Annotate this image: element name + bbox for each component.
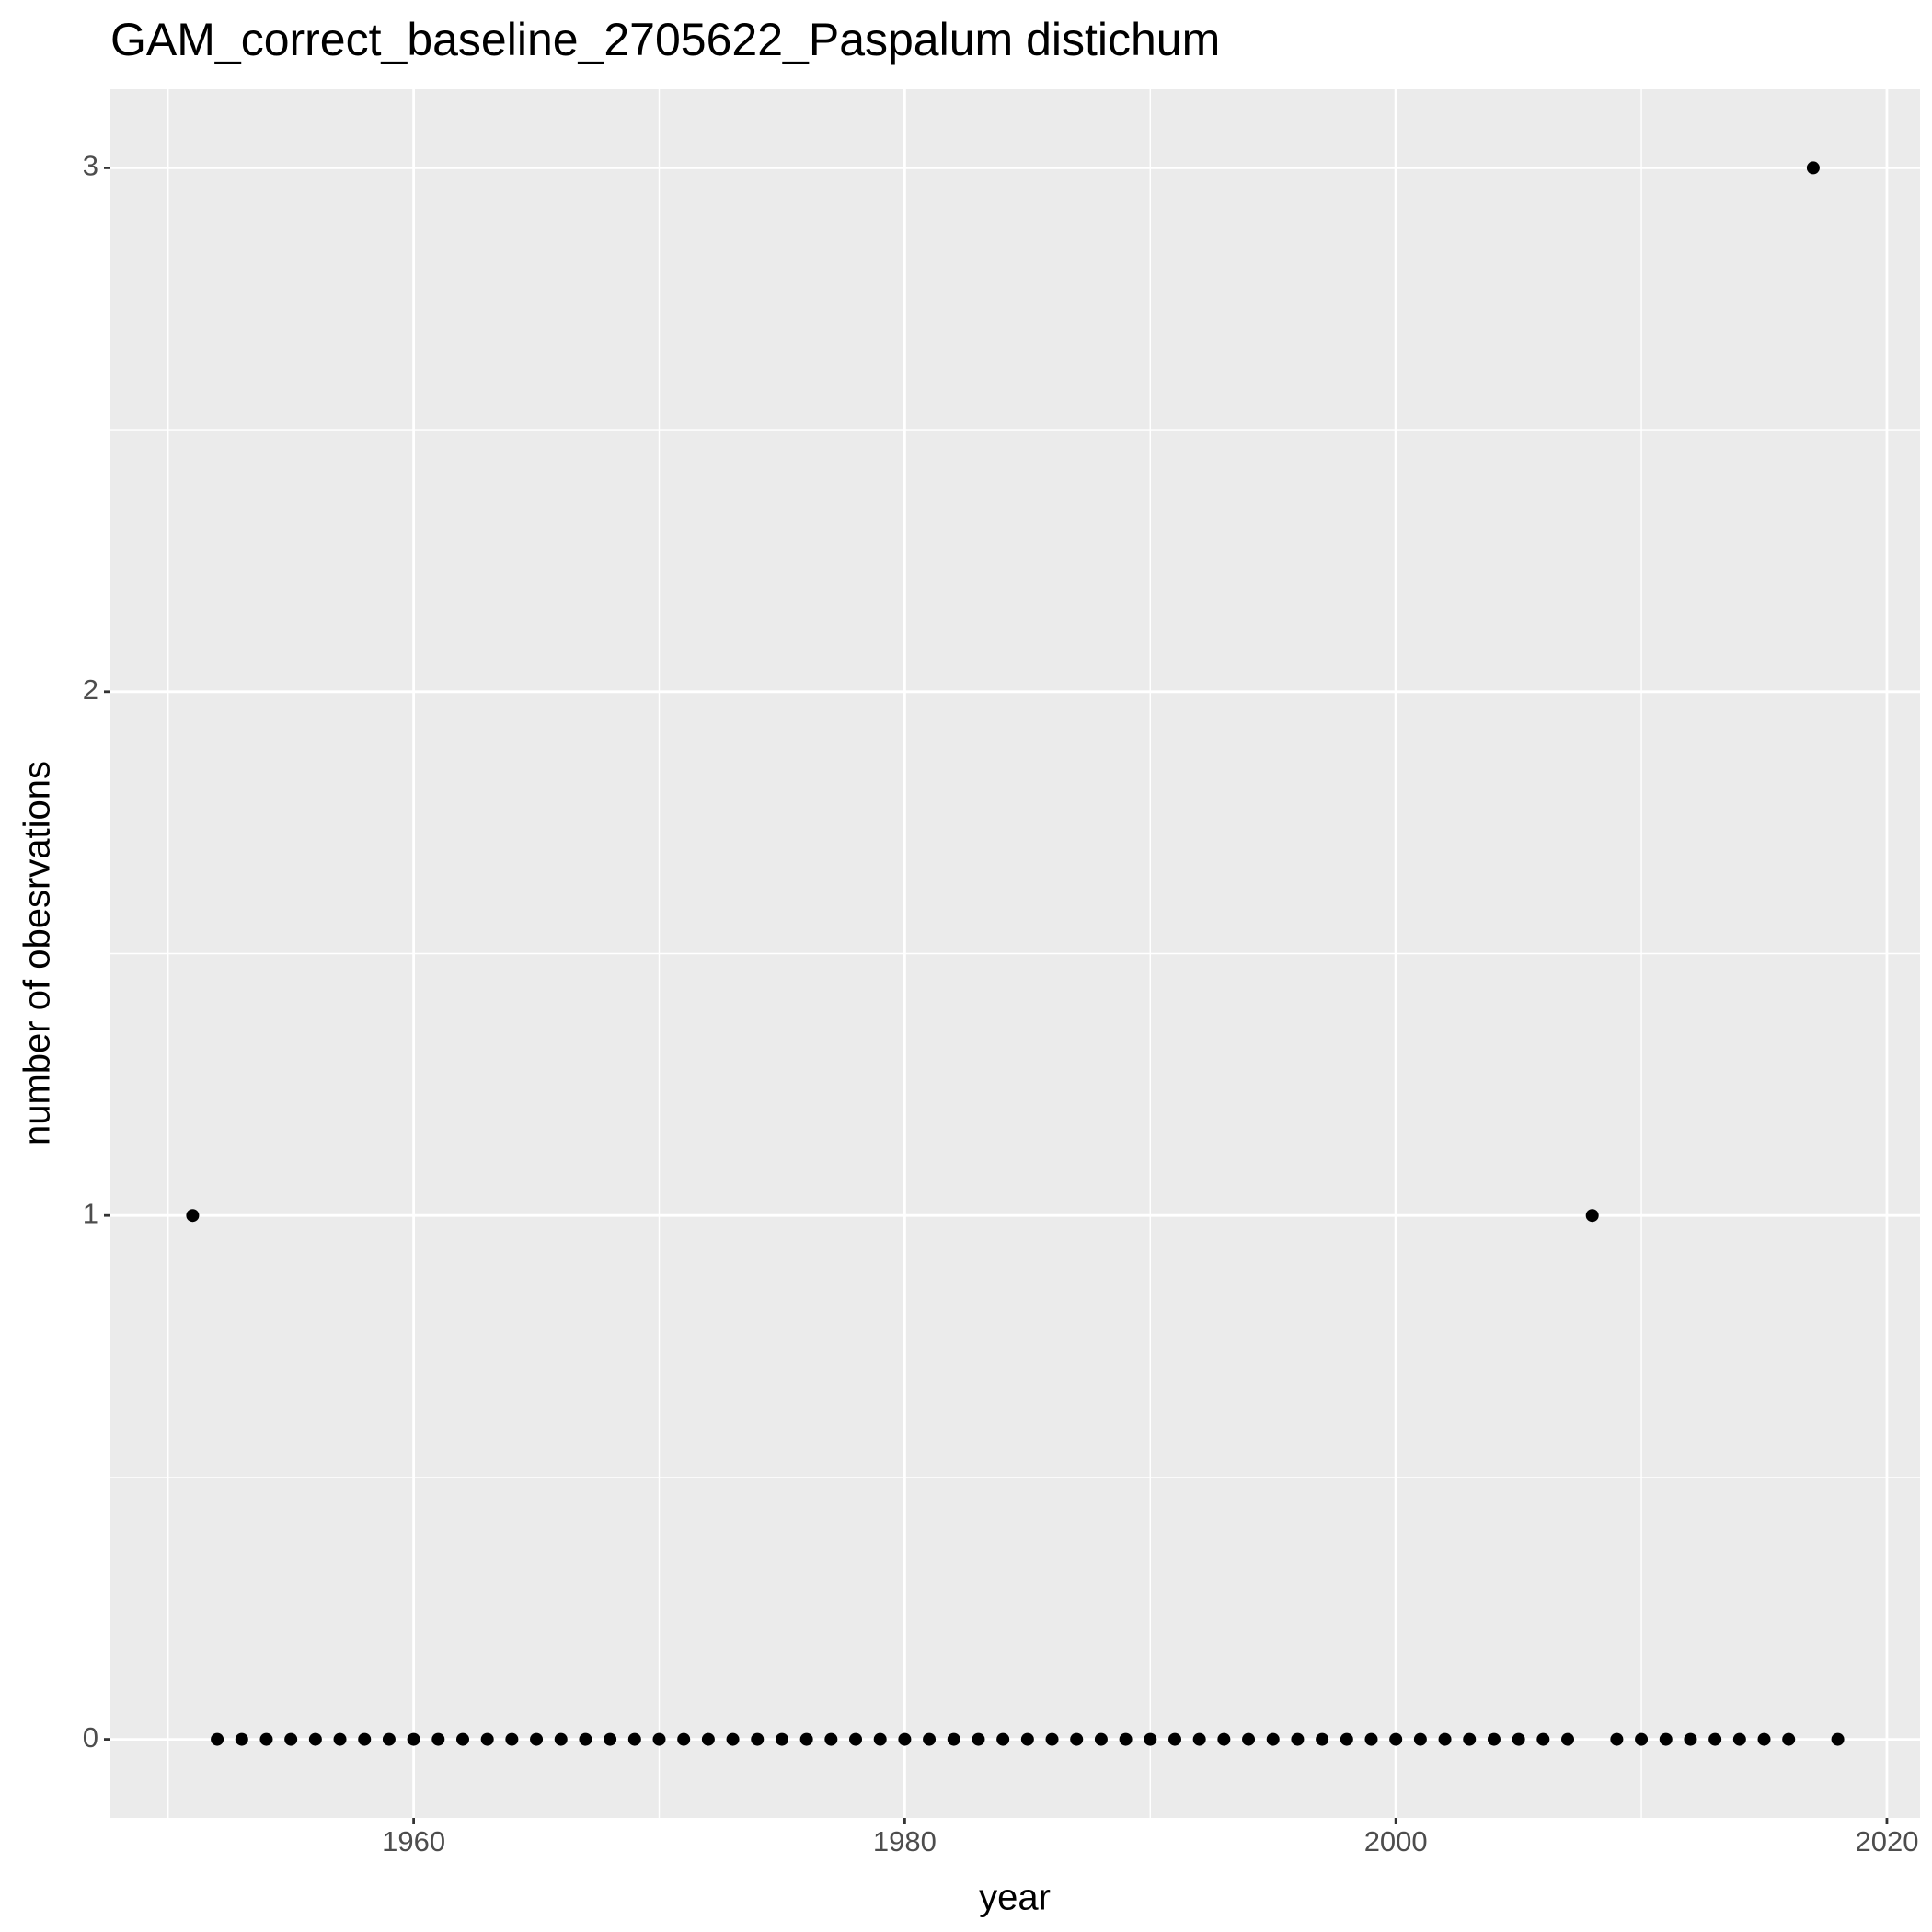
point [259, 1732, 273, 1746]
x-tick-label: 1960 [382, 1825, 445, 1857]
point [1413, 1732, 1427, 1746]
point [1094, 1732, 1108, 1746]
point [530, 1732, 544, 1746]
point [480, 1732, 494, 1746]
point [1045, 1732, 1059, 1746]
chart-title: GAM_correct_baseline_2705622_Paspalum di… [110, 14, 1220, 65]
point [775, 1732, 788, 1746]
point [333, 1732, 347, 1746]
y-axis-title: number of obesrvations [17, 761, 58, 1145]
point [972, 1732, 985, 1746]
point [1757, 1732, 1771, 1746]
point [1806, 161, 1820, 175]
point [1389, 1732, 1403, 1746]
point [751, 1732, 765, 1746]
point [824, 1732, 838, 1746]
point [1487, 1732, 1501, 1746]
y-tick-label: 2 [83, 673, 98, 706]
point [579, 1732, 592, 1746]
point [1316, 1732, 1329, 1746]
point [1659, 1732, 1673, 1746]
point [799, 1732, 813, 1746]
point [604, 1732, 617, 1746]
point [1684, 1732, 1697, 1746]
point [1070, 1732, 1084, 1746]
y-tick-label: 1 [83, 1197, 98, 1229]
y-tick-label: 0 [83, 1721, 98, 1754]
point [1167, 1732, 1181, 1746]
point [1708, 1732, 1722, 1746]
point [1512, 1732, 1525, 1746]
point [1020, 1732, 1034, 1746]
point [923, 1732, 937, 1746]
point [1561, 1732, 1575, 1746]
point [947, 1732, 960, 1746]
y-tick-label: 3 [83, 150, 98, 182]
point [235, 1732, 248, 1746]
point [1610, 1732, 1624, 1746]
point [1266, 1732, 1280, 1746]
point [652, 1732, 666, 1746]
point [1119, 1732, 1133, 1746]
point [701, 1732, 715, 1746]
point [726, 1732, 740, 1746]
point [1732, 1732, 1746, 1746]
point [1192, 1732, 1206, 1746]
point [1242, 1732, 1256, 1746]
point [873, 1732, 887, 1746]
point [284, 1732, 298, 1746]
x-tick-label: 2000 [1364, 1825, 1428, 1857]
point [505, 1732, 519, 1746]
point [554, 1732, 568, 1746]
point [1782, 1732, 1796, 1746]
point [996, 1732, 1010, 1746]
point [407, 1732, 420, 1746]
point [1635, 1732, 1649, 1746]
point [211, 1732, 224, 1746]
x-axis-title: year [979, 1878, 1051, 1918]
point [1291, 1732, 1305, 1746]
point [382, 1732, 396, 1746]
point [358, 1732, 372, 1746]
x-tick-label: 1980 [873, 1825, 937, 1857]
point [1463, 1732, 1477, 1746]
point [308, 1732, 322, 1746]
point [677, 1732, 691, 1746]
point [1340, 1732, 1353, 1746]
point [849, 1732, 863, 1746]
point [431, 1732, 445, 1746]
point [186, 1209, 200, 1223]
point [1364, 1732, 1378, 1746]
x-tick-label: 2020 [1855, 1825, 1918, 1857]
point [1831, 1732, 1845, 1746]
point [455, 1732, 469, 1746]
point [1144, 1732, 1157, 1746]
point [1217, 1732, 1231, 1746]
point [1585, 1209, 1599, 1223]
point [1536, 1732, 1550, 1746]
point [1438, 1732, 1452, 1746]
point [898, 1732, 912, 1746]
point [627, 1732, 641, 1746]
